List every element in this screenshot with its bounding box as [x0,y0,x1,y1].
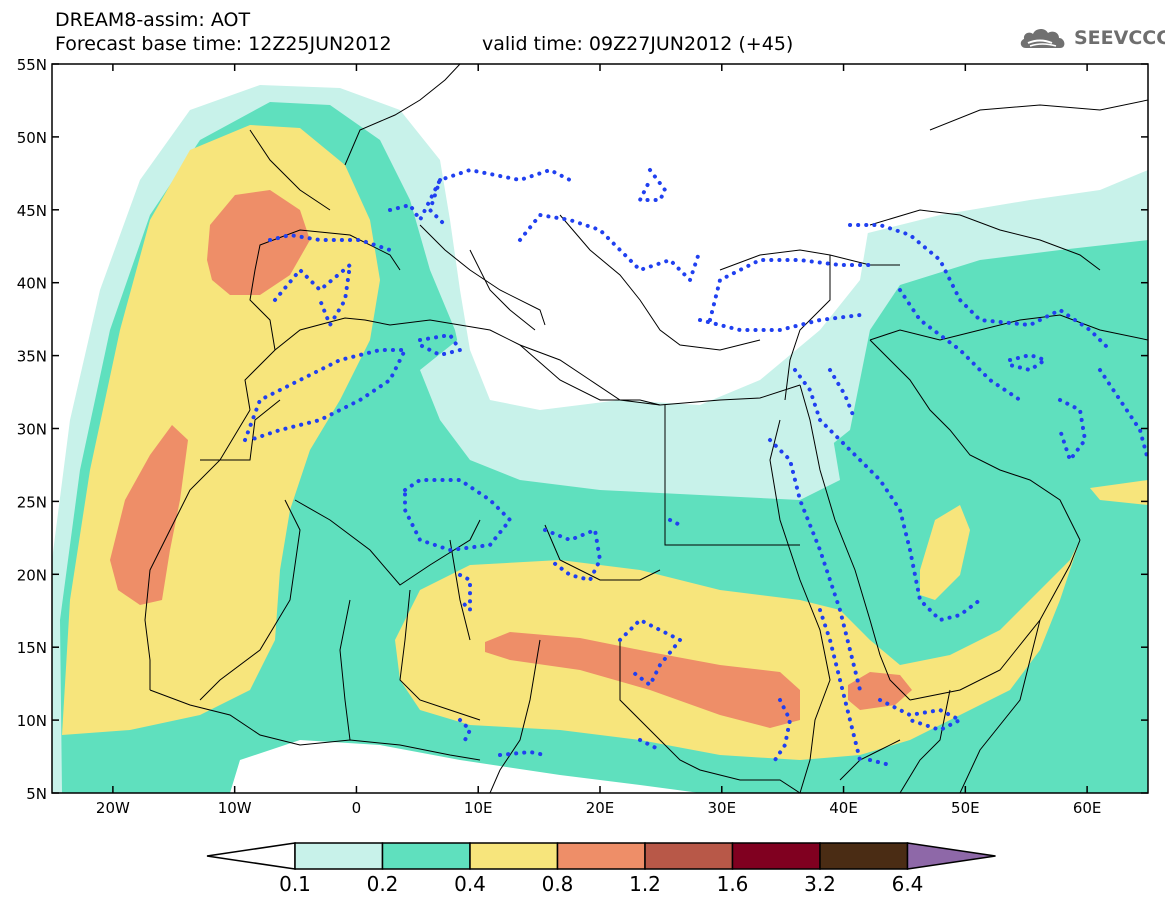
lat-label: 40N [17,275,47,293]
colorbar-tick-label: 1.2 [629,872,661,896]
coastlines [144,64,1148,793]
longitude-axis: 20W 10W 0 10E 20E 30E 40E 50E 60E [96,64,1101,817]
colorbar-under-triangle [206,842,296,870]
valid-time: valid time: 09Z27JUN2012 (+45) [482,33,794,55]
colorbar-tick-label: 0.4 [454,872,486,896]
lat-label: 35N [17,348,47,366]
lon-label: 50E [951,799,980,817]
colorbar-tick-label: 3.2 [804,872,836,896]
lon-label: 10W [218,799,252,817]
aot-band-0-4-sahel [395,540,1080,760]
colorbar-tick-label: 0.2 [367,872,399,896]
lat-label: 30N [17,421,47,439]
colorbar-segment [294,842,384,870]
aot-band-0-4-arabia [920,505,970,600]
lat-label: 10N [17,712,47,730]
logo-text: SEEVCCC [1074,27,1165,49]
aot-band-0-8-iberia [207,190,310,295]
aot-band-0-8-djibouti [848,672,912,710]
colorbar-tick-label: 1.6 [717,872,749,896]
lon-label: 40E [829,799,858,817]
colorbar-segment [556,842,646,870]
clear-area-mediterranean [440,100,870,410]
lon-label: 30E [707,799,736,817]
colorbar-tick-label: 0.8 [542,872,574,896]
latitude-axis: 55N 50N 45N 40N 35N 30N 25N 20N 15N 10N 5N [17,56,1148,803]
colorbar-segment [381,842,471,870]
colorbar-segment [819,842,909,870]
lat-label: 20N [17,566,47,584]
clear-area-sahel-south [230,740,700,793]
aot-shading [52,64,1148,793]
seevccc-logo: SEEVCCC [1018,24,1165,54]
forecast-base-time: Forecast base time: 12Z25JUN2012 [55,33,392,55]
colorbar-segment [469,842,559,870]
colorbar-tick-label: 6.4 [892,872,924,896]
colorbar-over-triangle [906,842,996,870]
lon-label: 20W [96,799,130,817]
colorbar: 0.1 0.2 0.4 0.8 1.2 1.6 3.2 6.4 [206,842,996,896]
lon-label: 10E [464,799,493,817]
lon-label: 20E [586,799,615,817]
lat-label: 5N [26,785,47,803]
map-title: DREAM8-assim: AOT [55,9,251,31]
dotted-contours [243,167,1148,767]
lon-label: 60E [1073,799,1102,817]
lat-label: 15N [17,639,47,657]
aot-band-0-8-west-sahara [110,425,188,605]
colorbar-tick-label: 0.1 [279,872,311,896]
lat-label: 50N [17,129,47,147]
lat-label: 55N [17,56,47,74]
colorbar-segment [644,842,734,870]
lon-label: 0 [352,799,362,817]
lat-label: 25N [17,493,47,511]
colorbar-segment [731,842,821,870]
cloud-icon [1020,28,1065,48]
lat-label: 45N [17,202,47,220]
aot-band-0-4-gulf [1090,480,1148,505]
